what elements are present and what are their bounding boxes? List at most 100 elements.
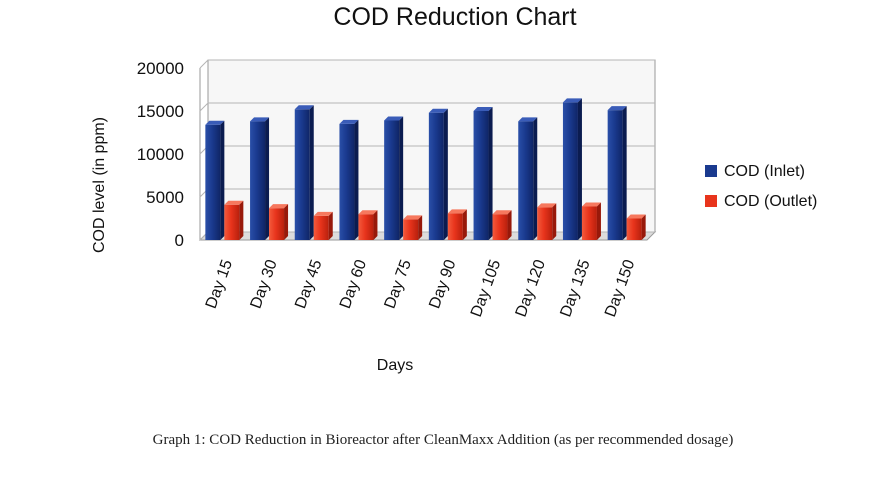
bar-outlet [581,202,601,240]
bar-top [339,119,359,124]
bar-side [596,202,601,240]
x-tick-label: Day 90 [426,257,459,311]
bar-front [358,214,374,240]
bar-side [443,108,448,240]
bar-front [473,111,489,240]
bar-outlet [358,210,378,240]
bar-outlet [447,209,467,240]
bar-top [428,108,448,113]
legend-swatch [705,165,717,177]
bar-top [313,211,333,216]
legend-label: COD (Outlet) [724,193,817,210]
bar-inlet [518,117,538,240]
bar-front [562,102,578,241]
bar-outlet [313,211,333,240]
bar-inlet [607,106,627,240]
legend: COD (Inlet) COD (Outlet) [705,163,817,210]
bar-side [309,105,314,240]
bar-side [399,116,404,240]
bar-top [205,120,225,125]
bar-inlet [384,116,404,240]
bar-top [607,106,627,111]
bar-side [220,120,225,240]
bar-front [224,204,240,240]
bar-side [354,119,359,240]
bar-outlet [224,200,244,240]
bar-front [492,214,508,240]
bar-inlet [294,105,314,240]
x-tick-label: Day 60 [337,257,370,311]
bar-side [488,107,493,240]
x-tick-label: Day 30 [247,257,280,311]
bar-front [205,124,221,240]
bar-top [269,204,289,209]
bar-front [518,121,534,240]
bar-outlet [537,203,557,240]
bar-front [403,219,419,240]
x-tick-label: Day 15 [203,257,236,311]
bar-outlet [403,215,423,240]
bar-top [562,98,582,103]
bar-top [626,214,646,219]
bar-side [462,209,467,240]
bar-inlet [473,107,493,240]
bar-inlet [205,120,225,240]
bar-outlet [269,204,289,240]
gridline [199,59,655,69]
gridline [199,102,655,112]
bar-front [339,123,355,240]
bar-top [537,203,557,208]
bar-side [373,210,378,240]
bar-top [581,202,601,207]
bar-side [239,200,244,240]
bar-side [328,211,333,240]
x-axis-label: Days [377,357,413,374]
x-tick-label: Day 105 [468,257,504,319]
x-tick-label: Day 120 [513,257,549,319]
y-tick-label: 15000 [137,102,184,121]
bar-front [607,110,623,240]
bar-top [492,210,512,215]
bar-side [265,117,270,240]
figure-caption: Graph 1: COD Reduction in Bioreactor aft… [152,432,734,448]
bar-top [447,209,467,214]
bar-outlet [492,210,512,240]
bar-side [552,203,557,240]
bar-side [622,106,627,240]
bar-top [250,117,270,122]
bar-side [507,210,512,240]
bar-side [577,98,582,241]
y-tick-label: 0 [175,231,184,250]
bar-top [473,107,493,111]
bar-front [537,207,553,240]
bar-top [358,210,378,215]
bar-side [418,215,423,240]
bar-outlet [626,214,646,240]
x-tick-label: Day 45 [292,257,325,311]
legend-label: COD (Inlet) [724,163,805,180]
bar-front [428,112,444,240]
bar-front [447,213,463,240]
x-tick-label: Day 135 [557,257,593,319]
bar-front [581,206,597,240]
y-tick-label: 20000 [137,59,184,78]
bar-top [224,200,244,205]
bar-inlet [250,117,270,240]
bar-front [313,215,329,240]
bar-top [518,117,538,122]
x-tick-label: Day 150 [602,257,638,319]
bar-inlet [339,119,359,240]
bars [205,98,646,241]
bar-top [384,116,404,121]
bar-top [294,105,314,110]
y-tick-label: 10000 [137,145,184,164]
x-tick-label: Day 75 [382,257,415,311]
bar-front [294,109,310,240]
legend-swatch [705,195,717,207]
bar-front [384,120,400,240]
bar-front [626,218,642,240]
y-axis-label: COD level (in ppm) [91,117,108,253]
bar-side [284,204,289,240]
y-tick-label: 5000 [146,188,184,207]
chart-title: COD Reduction Chart [333,3,576,31]
